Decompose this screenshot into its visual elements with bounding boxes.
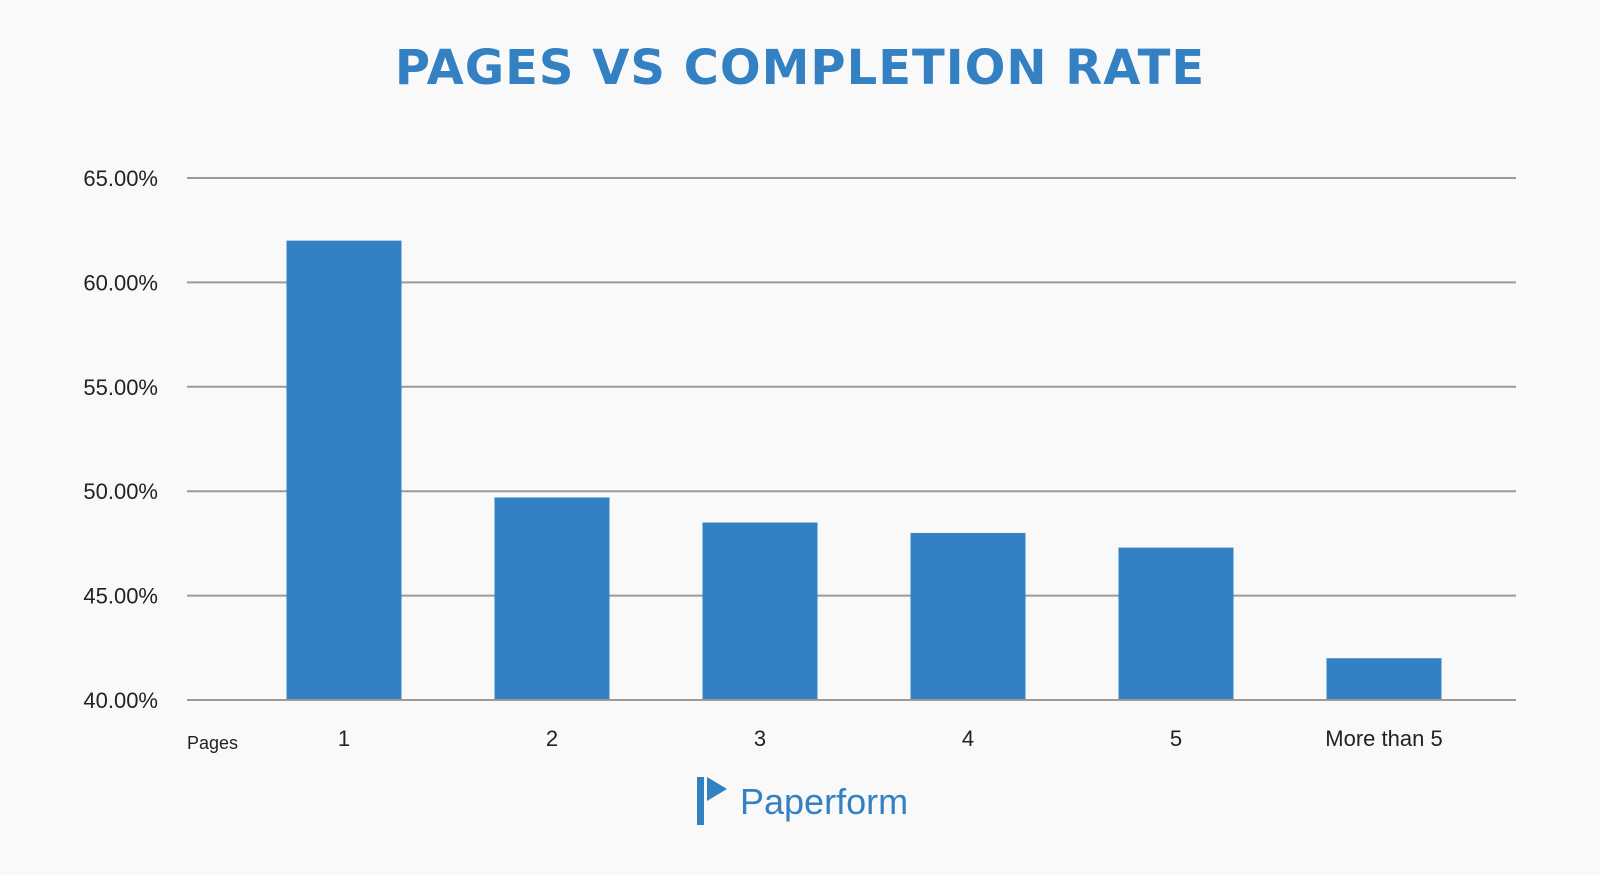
bar-4: [910, 532, 1026, 700]
y-tick-label: 55.00%: [83, 375, 158, 400]
bar-5: [1118, 547, 1234, 700]
y-tick-label: 65.00%: [83, 166, 158, 191]
x-tick-label: 3: [754, 726, 766, 751]
y-tick-label: 45.00%: [83, 584, 158, 609]
y-tick-label: 60.00%: [83, 270, 158, 295]
y-tick-label: 50.00%: [83, 479, 158, 504]
brand-logo: Paperform: [697, 777, 908, 825]
y-tick-label: 40.00%: [83, 688, 158, 713]
paperform-logo-icon: [697, 777, 727, 825]
bar-2: [494, 497, 610, 700]
bar-more-than-5: [1326, 658, 1442, 700]
x-axis-label: Pages: [187, 733, 238, 753]
x-tick-label: 2: [546, 726, 558, 751]
bars: [187, 240, 1516, 701]
bar-3: [702, 522, 818, 700]
x-tick-label: 5: [1170, 726, 1182, 751]
brand-name: Paperform: [740, 781, 908, 822]
x-tick-label: More than 5: [1325, 726, 1442, 751]
x-axis-tick-labels: 1 2 3 4 5 More than 5: [338, 726, 1443, 751]
bar-1: [286, 240, 402, 700]
y-axis-tick-labels: 65.00% 60.00% 55.00% 50.00% 45.00% 40.00%: [83, 166, 158, 713]
x-tick-label: 4: [962, 726, 974, 751]
x-tick-label: 1: [338, 726, 350, 751]
chart-title: PAGES VS COMPLETION RATE: [395, 40, 1205, 96]
